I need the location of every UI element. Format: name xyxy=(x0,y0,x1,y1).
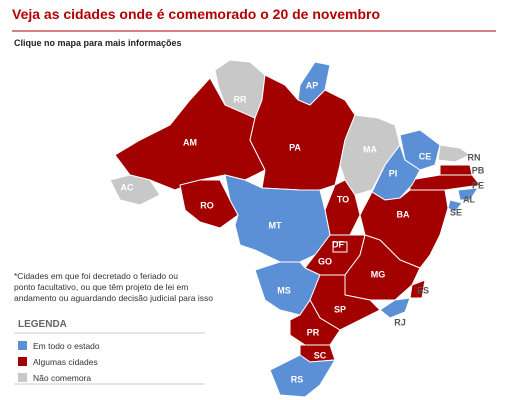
legend-swatch xyxy=(18,341,27,350)
state[interactable] xyxy=(437,144,471,163)
state-label: AM xyxy=(183,137,197,147)
state[interactable] xyxy=(379,297,411,319)
subtitle: Clique no mapa para mais informações xyxy=(14,38,182,48)
state[interactable] xyxy=(409,174,481,191)
state-label: SC xyxy=(314,350,327,360)
legend-label: Não comemora xyxy=(33,373,91,383)
state[interactable] xyxy=(224,174,331,263)
state[interactable] xyxy=(332,241,348,253)
state-label: TO xyxy=(337,194,349,204)
state-label: RS xyxy=(291,374,304,384)
state[interactable] xyxy=(447,199,463,213)
state-label: AP xyxy=(306,80,319,90)
state-label: SE xyxy=(450,207,462,217)
legend: Em todo o estado Algumas cidades Não comem… xyxy=(18,341,100,383)
legend-swatch xyxy=(18,357,27,366)
state-label: PR xyxy=(307,327,320,337)
state-label: MT xyxy=(269,220,282,230)
legend-swatch xyxy=(18,373,27,382)
title: Veja as cidades onde é comemorado o 20 d… xyxy=(12,6,380,22)
state-label: RJ xyxy=(394,317,406,327)
state-label: AC xyxy=(121,182,134,192)
note-line: *Cidades em que foi decretado o feriado … xyxy=(14,271,178,281)
state-label: BA xyxy=(397,209,410,219)
state-label: GO xyxy=(318,256,332,266)
state[interactable] xyxy=(457,187,480,201)
state-label: PE xyxy=(472,180,484,190)
state-label: RN xyxy=(468,152,481,162)
state[interactable] xyxy=(409,279,426,299)
state-label: AL xyxy=(463,194,475,204)
state[interactable] xyxy=(439,164,473,176)
state-label: RR xyxy=(234,94,247,104)
state-label: PA xyxy=(289,142,301,152)
state[interactable] xyxy=(289,299,341,346)
state[interactable] xyxy=(109,174,161,206)
legend-label: Algumas cidades xyxy=(33,357,98,367)
state-label: MS xyxy=(277,285,291,295)
state-label: DF xyxy=(332,239,344,249)
state-label: PB xyxy=(472,165,485,175)
state-label: RO xyxy=(200,200,214,210)
state[interactable] xyxy=(269,354,336,398)
legend-title: LEGENDA xyxy=(18,319,67,330)
state-label: PI xyxy=(389,168,398,178)
state-label: ES xyxy=(417,285,429,295)
state-label: MG xyxy=(371,269,386,279)
state-label: SP xyxy=(334,304,346,314)
state-label: CE xyxy=(419,151,432,161)
note-line: ponto facultativo, ou que têm projeto de… xyxy=(14,282,188,292)
legend-label: Em todo o estado xyxy=(33,341,100,351)
state-label: MA xyxy=(363,144,377,154)
note-line: andamento ou aguardando decisão judicial… xyxy=(14,293,213,303)
